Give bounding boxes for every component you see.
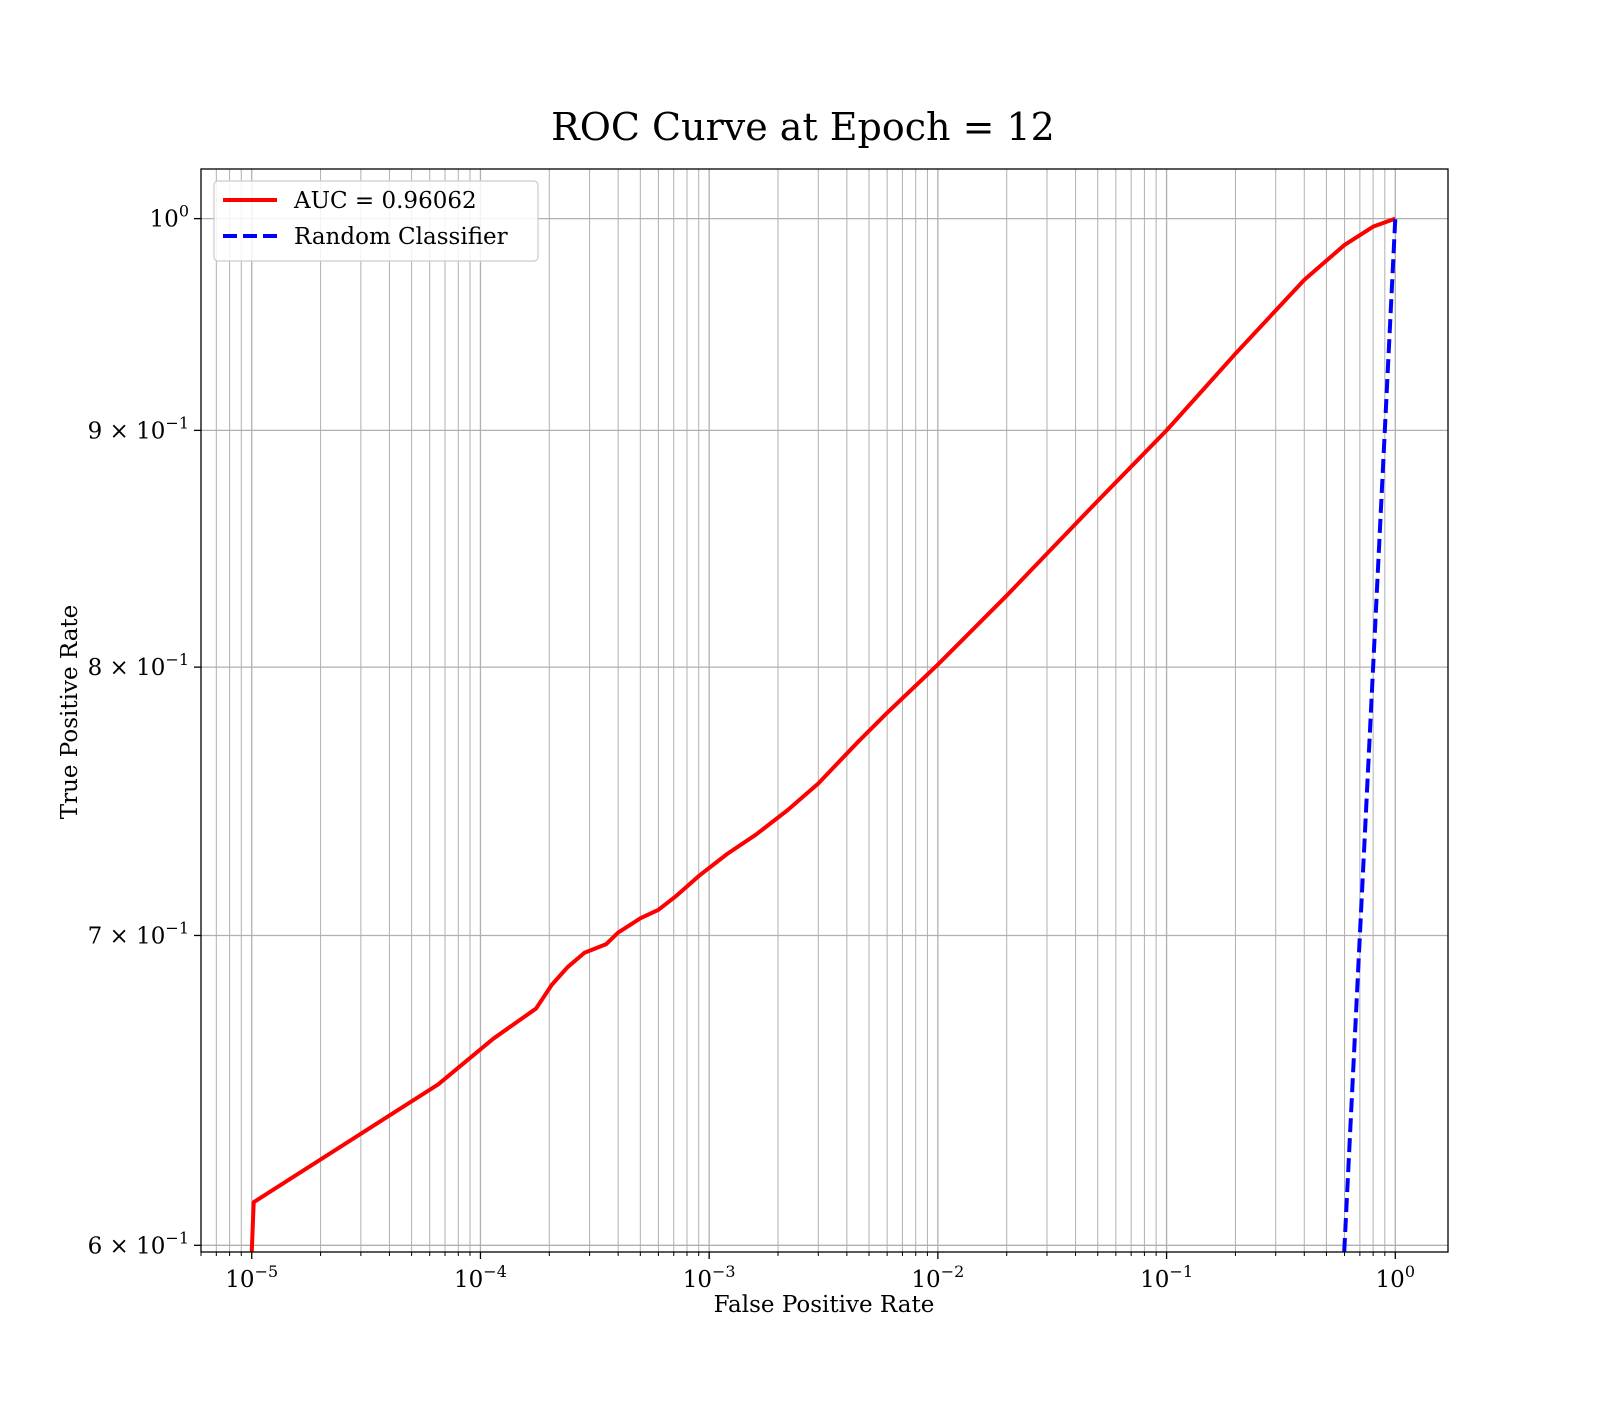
- roc-curve-line: [249, 216, 1396, 1253]
- tick-layer: 10−5 10−4 10−3 10−2 10−1 100 6 × 10−1 7 × 10−1 8…: [88, 202, 1415, 1293]
- y-tick-label: 8 × 10−1: [88, 650, 189, 681]
- y-tick-label: 100: [150, 202, 189, 233]
- legend-label-random: Random Classifier: [294, 224, 508, 250]
- x-tick-label: 10−3: [683, 1262, 736, 1293]
- y-tick-label: 6 × 10−1: [88, 1228, 189, 1259]
- y-axis-label: True Positive Rate: [57, 605, 83, 820]
- legend-box: [213, 180, 539, 262]
- x-tick-label: 10−5: [225, 1262, 278, 1293]
- series-layer: [249, 216, 1398, 1253]
- random-classifier-line: [1342, 218, 1398, 1253]
- x-tick-label: 10−1: [1140, 1262, 1193, 1293]
- plot-frame: [200, 168, 1449, 1253]
- x-tick-label: 100: [1376, 1262, 1415, 1293]
- y-tick-label: 9 × 10−1: [88, 413, 189, 444]
- x-tick-label: 10−2: [911, 1262, 964, 1293]
- y-tick-label: 7 × 10−1: [88, 918, 189, 949]
- legend: AUC = 0.96062 Random Classifier: [213, 180, 539, 262]
- chart-title: ROC Curve at Epoch = 12: [551, 105, 1055, 149]
- grid-layer: [200, 169, 1448, 1252]
- legend-label-auc: AUC = 0.96062: [293, 188, 477, 214]
- x-tick-label: 10−4: [454, 1262, 507, 1293]
- x-axis-label: False Positive Rate: [714, 1292, 935, 1318]
